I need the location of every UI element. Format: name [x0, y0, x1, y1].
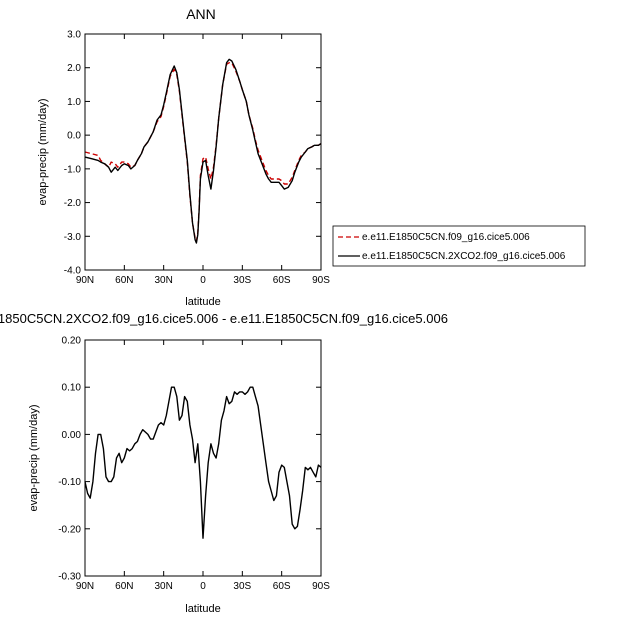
- x-tick-label: 30N: [154, 581, 172, 592]
- x-tick-label: 60N: [115, 581, 133, 592]
- series-lines: [84, 386, 322, 539]
- y-axis-label: evap-precip (mm/day): [37, 99, 49, 206]
- x-tick-label: 0: [200, 275, 206, 286]
- y-tick-label: -4.0: [64, 266, 82, 277]
- y-tick-label: 3.0: [67, 30, 81, 41]
- chart-title: ANN: [186, 6, 216, 22]
- legend-entry-control: e.e11.E1850C5CN.f09_g16.cice5.006: [362, 232, 530, 243]
- y-tick-label: -0.30: [58, 572, 81, 583]
- y-tick-label: -0.10: [58, 477, 81, 488]
- y-tick-label: 0.10: [62, 383, 82, 394]
- y-tick-label: -1.0: [64, 164, 82, 175]
- axis-ticks: 90N 60N 30N 0 30S 60S 90S -4.0 -3.0 -2.0 -1.0 0.0 1.…: [64, 30, 330, 287]
- x-tick-label: 90S: [312, 581, 330, 592]
- x-tick-label: 30N: [154, 275, 172, 286]
- x-axis-label: latitude: [185, 603, 220, 615]
- y-tick-label: -3.0: [64, 232, 82, 243]
- y-tick-label: 0.20: [62, 336, 82, 347]
- y-tick-label: 1.0: [67, 97, 81, 108]
- series-lines: [84, 58, 322, 244]
- x-tick-label: 90S: [312, 275, 330, 286]
- y-tick-label: -2.0: [64, 198, 82, 209]
- plot-frame: [84, 33, 322, 271]
- series-line-1: [84, 62, 322, 242]
- x-tick-label: 0: [200, 581, 206, 592]
- y-tick-label: 2.0: [67, 63, 81, 74]
- x-tick-label: 30S: [233, 275, 251, 286]
- y-axis-label: evap-precip (mm/day): [28, 405, 40, 512]
- series-line-2: [84, 58, 322, 244]
- x-tick-label: 90N: [76, 275, 94, 286]
- axis-ticks: 90N 60N 30N 0 30S 60S 90S -0.30 -0.20 -0.10 0.00 0.…: [58, 336, 330, 593]
- x-tick-label: 60N: [115, 275, 133, 286]
- y-tick-label: 0.0: [67, 131, 81, 142]
- x-tick-label: 90N: [76, 581, 94, 592]
- y-tick-label: -0.20: [58, 524, 81, 535]
- x-tick-label: 30S: [233, 581, 251, 592]
- legend-box: [332, 225, 586, 267]
- chart-title: e.e11.E1850C5CN.2XCO2.f09_g16.cice5.006 …: [0, 311, 448, 326]
- chart-annual-mean: ANN 90N 60N 30N 0 30S 60S 90S -4.0 -3.0 -2.0 -1.0 0…: [37, 6, 586, 308]
- chart-difference: e.e11.E1850C5CN.2XCO2.f09_g16.cice5.006 …: [0, 311, 448, 615]
- y-tick-label: 0.00: [62, 430, 82, 441]
- x-tick-label: 60S: [273, 275, 291, 286]
- series-line-1: [84, 386, 322, 539]
- x-axis-label: latitude: [185, 296, 220, 308]
- legend: e.e11.E1850C5CN.f09_g16.cice5.006 e.e11.…: [332, 225, 586, 267]
- x-tick-label: 60S: [273, 581, 291, 592]
- legend-entry-2xco2: e.e11.E1850C5CN.2XCO2.f09_g16.cice5.006: [362, 251, 566, 262]
